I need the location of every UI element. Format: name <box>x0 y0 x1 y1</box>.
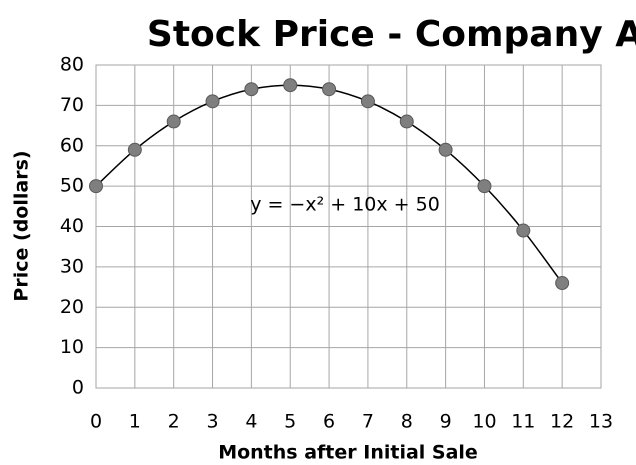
y-tick-label: 10 <box>60 336 84 358</box>
x-tick-label: 9 <box>440 411 452 433</box>
y-tick-label: 40 <box>60 215 84 237</box>
x-tick-label: 6 <box>323 411 335 433</box>
x-tick-label: 12 <box>550 411 574 433</box>
x-tick-label: 5 <box>284 411 296 433</box>
chart-title: Stock Price - Company A <box>147 14 636 55</box>
x-tick-label: 0 <box>90 411 102 433</box>
y-tick-label: 50 <box>60 175 84 197</box>
data-point <box>127 142 142 157</box>
data-point <box>555 276 570 291</box>
data-point <box>244 82 259 97</box>
x-tick-label: 7 <box>362 411 374 433</box>
data-point <box>89 179 103 194</box>
data-point <box>399 114 414 129</box>
x-axis-label: Months after Initial Sale <box>218 442 478 464</box>
y-axis-label: Price (dollars) <box>11 150 33 301</box>
y-tick-label: 60 <box>60 134 84 156</box>
data-point <box>360 94 375 109</box>
plot-border <box>95 64 602 389</box>
data-point <box>205 94 220 109</box>
y-tick-label: 30 <box>60 255 84 277</box>
y-tick-label: 0 <box>72 377 84 399</box>
annotation: y = −x² + 10x + 50 <box>250 194 440 216</box>
y-tick-label: 80 <box>60 54 84 76</box>
x-tick-label: 10 <box>472 411 496 433</box>
data-point <box>438 142 453 157</box>
x-tick-label: 4 <box>245 411 257 433</box>
data-point <box>477 179 492 194</box>
x-tick-label: 13 <box>589 411 613 433</box>
x-tick-label: 11 <box>511 411 535 433</box>
x-tick-label: 8 <box>401 411 413 433</box>
y-tick-label: 20 <box>60 296 84 318</box>
data-point <box>283 78 298 93</box>
data-point <box>516 223 531 238</box>
x-tick-label: 2 <box>168 411 180 433</box>
x-tick-label: 1 <box>129 411 141 433</box>
data-point <box>166 114 181 129</box>
data-point <box>322 82 337 97</box>
x-tick-label: 3 <box>206 411 218 433</box>
y-tick-label: 70 <box>60 94 84 116</box>
